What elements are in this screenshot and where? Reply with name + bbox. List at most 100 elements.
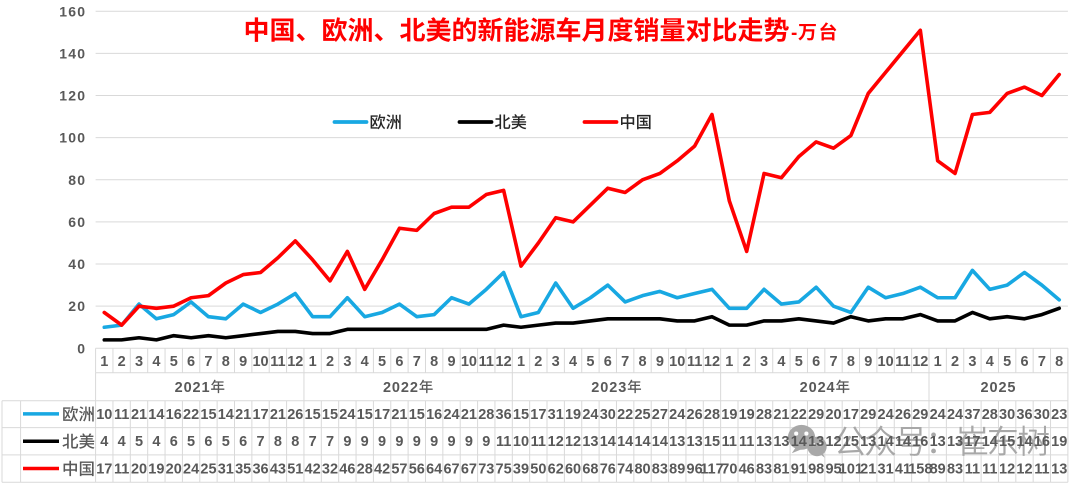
svg-text:35: 35 (235, 462, 251, 478)
svg-text:11: 11 (1034, 462, 1049, 478)
svg-text:6: 6 (170, 434, 178, 450)
svg-text:14: 14 (652, 434, 668, 450)
svg-text:100: 100 (59, 130, 86, 146)
svg-text:96: 96 (687, 462, 703, 478)
svg-text:5: 5 (586, 354, 594, 370)
svg-text:17: 17 (964, 434, 980, 450)
svg-text:11: 11 (496, 434, 511, 450)
svg-text:3: 3 (135, 354, 143, 370)
svg-text:13: 13 (947, 434, 963, 450)
svg-text:7: 7 (1038, 354, 1046, 370)
svg-text:9: 9 (413, 434, 421, 450)
svg-text:1: 1 (517, 354, 525, 370)
svg-text:80: 80 (634, 462, 650, 478)
svg-text:11: 11 (270, 354, 285, 370)
svg-text:22: 22 (617, 407, 633, 423)
svg-text:21: 21 (131, 407, 147, 423)
svg-text:5: 5 (170, 354, 178, 370)
svg-text:21: 21 (235, 407, 251, 423)
svg-text:117: 117 (700, 462, 723, 478)
svg-text:2: 2 (951, 354, 959, 370)
svg-text:50: 50 (530, 462, 546, 478)
svg-text:20: 20 (825, 407, 841, 423)
svg-text:43: 43 (270, 462, 286, 478)
svg-text:60: 60 (565, 462, 581, 478)
svg-text:6: 6 (204, 434, 212, 450)
svg-text:10: 10 (669, 354, 685, 370)
svg-text:2: 2 (743, 354, 751, 370)
svg-text:2: 2 (326, 354, 334, 370)
svg-text:15: 15 (357, 407, 373, 423)
svg-text:15: 15 (305, 407, 321, 423)
svg-text:12: 12 (1016, 462, 1032, 478)
svg-text:24: 24 (582, 407, 598, 423)
svg-text:3: 3 (968, 354, 976, 370)
svg-text:11: 11 (531, 434, 546, 450)
svg-text:9: 9 (361, 434, 369, 450)
svg-text:4: 4 (777, 354, 785, 370)
svg-text:7: 7 (326, 434, 334, 450)
svg-text:16: 16 (426, 407, 442, 423)
svg-text:40: 40 (68, 256, 86, 272)
svg-text:64: 64 (426, 462, 442, 478)
svg-text:19: 19 (739, 407, 755, 423)
svg-text:5: 5 (378, 354, 386, 370)
svg-text:7: 7 (309, 434, 317, 450)
svg-text:11: 11 (739, 434, 754, 450)
svg-text:158: 158 (908, 462, 932, 478)
svg-text:60: 60 (68, 214, 86, 230)
svg-text:19: 19 (1051, 434, 1067, 450)
svg-text:75: 75 (496, 462, 512, 478)
svg-text:32: 32 (322, 462, 338, 478)
svg-text:5: 5 (795, 354, 803, 370)
svg-text:28: 28 (357, 462, 373, 478)
svg-text:21: 21 (391, 407, 407, 423)
svg-text:16: 16 (912, 434, 928, 450)
svg-text:42: 42 (374, 462, 390, 478)
svg-text:14: 14 (982, 434, 998, 450)
svg-text:10: 10 (878, 354, 894, 370)
svg-text:5: 5 (222, 434, 230, 450)
svg-text:13: 13 (1051, 462, 1067, 478)
svg-text:57: 57 (391, 462, 407, 478)
svg-text:13: 13 (808, 434, 824, 450)
svg-text:9: 9 (343, 434, 351, 450)
svg-text:7: 7 (204, 354, 212, 370)
svg-text:24: 24 (183, 462, 199, 478)
svg-text:13: 13 (930, 434, 946, 450)
svg-text:9: 9 (430, 434, 438, 450)
svg-text:17: 17 (374, 407, 390, 423)
svg-text:24: 24 (443, 407, 459, 423)
svg-text:12: 12 (912, 354, 928, 370)
svg-text:21: 21 (270, 407, 286, 423)
svg-text:8: 8 (291, 434, 299, 450)
svg-text:14: 14 (148, 407, 164, 423)
svg-text:28: 28 (756, 407, 772, 423)
svg-text:140: 140 (59, 45, 86, 61)
svg-text:14: 14 (878, 434, 894, 450)
svg-text:11: 11 (479, 354, 494, 370)
svg-text:13: 13 (773, 434, 789, 450)
svg-text:7: 7 (829, 354, 837, 370)
svg-text:68: 68 (582, 462, 598, 478)
svg-text:13: 13 (669, 434, 685, 450)
svg-text:28: 28 (478, 407, 494, 423)
svg-text:10: 10 (513, 434, 529, 450)
svg-text:12: 12 (999, 462, 1015, 478)
svg-text:26: 26 (895, 407, 911, 423)
svg-text:17: 17 (252, 407, 268, 423)
svg-text:4: 4 (100, 434, 108, 450)
svg-text:28: 28 (982, 407, 998, 423)
svg-text:8: 8 (847, 354, 855, 370)
svg-text:91: 91 (791, 462, 807, 478)
svg-text:30: 30 (999, 407, 1015, 423)
svg-text:12: 12 (548, 434, 564, 450)
svg-text:4: 4 (152, 434, 160, 450)
svg-text:14: 14 (634, 434, 650, 450)
svg-text:5: 5 (187, 434, 195, 450)
svg-text:14: 14 (791, 434, 807, 450)
svg-text:4: 4 (361, 354, 369, 370)
svg-text:98: 98 (808, 462, 824, 478)
svg-text:20: 20 (166, 462, 182, 478)
svg-text:15: 15 (999, 434, 1015, 450)
